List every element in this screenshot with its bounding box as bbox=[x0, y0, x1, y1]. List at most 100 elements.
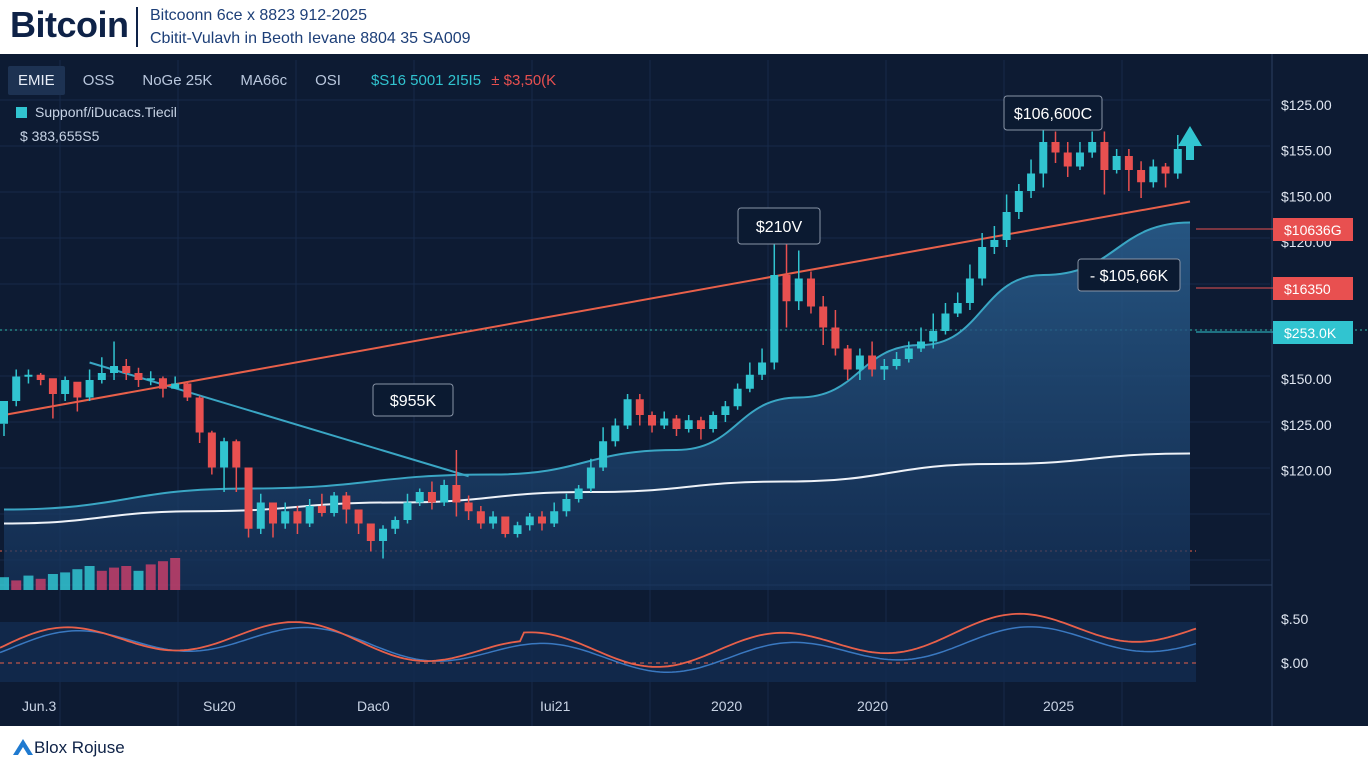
candle-body bbox=[1051, 142, 1060, 153]
candle bbox=[770, 240, 779, 370]
candle-body bbox=[36, 374, 45, 380]
candle bbox=[476, 506, 485, 529]
candle-body bbox=[513, 525, 522, 534]
candle bbox=[427, 481, 436, 510]
candle-body bbox=[244, 467, 253, 529]
tab-emie[interactable]: EMIE bbox=[8, 65, 65, 95]
candle-body bbox=[868, 355, 877, 370]
tab-noge[interactable]: NoGe 25K bbox=[142, 71, 213, 89]
price-axis-label: $155.00 bbox=[1281, 143, 1332, 159]
candle bbox=[342, 492, 351, 524]
candle bbox=[403, 493, 412, 524]
candle-body bbox=[758, 362, 767, 375]
tab-ma[interactable]: MA66c bbox=[240, 71, 288, 89]
candle bbox=[73, 381, 82, 412]
price-axis-label: $125.00 bbox=[1281, 417, 1332, 433]
price-axis-label: $150.00 bbox=[1281, 371, 1332, 387]
candle bbox=[317, 493, 326, 517]
volume-bar bbox=[47, 574, 58, 590]
candlesticks[interactable] bbox=[0, 121, 1194, 559]
candle bbox=[513, 521, 522, 538]
volume-bar bbox=[84, 566, 95, 590]
volume-bar bbox=[121, 566, 132, 590]
volume-bars bbox=[0, 558, 181, 590]
candle-body bbox=[1124, 156, 1133, 170]
candle-body bbox=[733, 388, 742, 407]
candle bbox=[85, 369, 94, 401]
tab-oss[interactable]: OSS bbox=[82, 71, 115, 89]
callout-box bbox=[737, 207, 821, 245]
candle-body bbox=[1137, 170, 1146, 183]
candle-body bbox=[794, 278, 803, 302]
chart-area[interactable]: $125.00 $155.00 $150.00 $120.00 $150.00 $125.… bbox=[0, 54, 1368, 726]
candle-body bbox=[342, 495, 351, 510]
candle-body bbox=[403, 502, 412, 520]
footer-brand: Blox Rojuse bbox=[34, 738, 125, 757]
price-tag-box bbox=[1273, 277, 1353, 300]
candle bbox=[794, 250, 803, 310]
oscillator-signal-line bbox=[0, 626, 1197, 673]
candle-body bbox=[635, 399, 644, 415]
candle bbox=[672, 415, 681, 436]
candle bbox=[537, 511, 546, 531]
candle bbox=[745, 362, 754, 393]
legend-value: $ 383,655S5 bbox=[20, 128, 100, 144]
ticker-secondary: ± $3,50(K bbox=[491, 71, 557, 89]
candle bbox=[1161, 163, 1170, 188]
legend-label: Supponf/iDucacs.Tiecil bbox=[35, 104, 177, 120]
candle bbox=[562, 493, 571, 517]
candle bbox=[501, 516, 510, 538]
candle-body bbox=[183, 383, 192, 398]
candle-body bbox=[440, 485, 449, 503]
candle bbox=[758, 348, 767, 380]
candle bbox=[819, 296, 828, 345]
candle bbox=[366, 523, 375, 552]
candle-body bbox=[880, 366, 889, 370]
tab-osi[interactable]: OSI bbox=[315, 71, 341, 89]
candle-body bbox=[696, 420, 705, 429]
price-tag: $253.0K bbox=[1196, 321, 1353, 344]
candle-body bbox=[721, 406, 730, 415]
callout-box bbox=[372, 383, 454, 417]
ticker: $S16 5001 2I5I5 ± $3,50(K bbox=[371, 72, 556, 89]
candle bbox=[990, 226, 999, 254]
candle bbox=[452, 450, 461, 517]
descending-line bbox=[89, 361, 469, 478]
x-axis-label: 2025 bbox=[1043, 698, 1074, 714]
candle bbox=[61, 376, 70, 401]
candle-body bbox=[268, 502, 277, 524]
candle bbox=[660, 411, 669, 429]
candle bbox=[1173, 135, 1182, 179]
candle-body bbox=[207, 432, 216, 468]
candle bbox=[305, 499, 314, 527]
candle bbox=[1149, 159, 1158, 188]
oscillator-panel bbox=[0, 612, 1197, 682]
candle bbox=[929, 313, 938, 349]
candle-body bbox=[660, 418, 669, 426]
candle bbox=[733, 383, 742, 410]
candle-body bbox=[195, 397, 204, 433]
candle bbox=[525, 513, 534, 531]
volume-bar bbox=[157, 561, 168, 590]
candle-body bbox=[391, 520, 400, 529]
candle-body bbox=[1002, 212, 1011, 240]
up-arrow-icon bbox=[1178, 126, 1202, 160]
candle-body bbox=[1063, 152, 1072, 167]
candle bbox=[1088, 131, 1097, 158]
candle-body bbox=[1173, 149, 1182, 174]
candle bbox=[953, 292, 962, 317]
candle-body bbox=[623, 399, 632, 426]
price-chart-svg[interactable]: $125.00 $155.00 $150.00 $120.00 $150.00 $125.… bbox=[0, 54, 1368, 726]
volume-bar bbox=[11, 580, 22, 590]
candle bbox=[48, 378, 57, 419]
candle bbox=[880, 359, 889, 380]
candle bbox=[1063, 142, 1072, 177]
candle-body bbox=[501, 516, 510, 534]
price-tag-label: $10636G bbox=[1284, 222, 1342, 238]
candle-body bbox=[1088, 142, 1097, 153]
candle bbox=[1100, 131, 1109, 195]
candle-body bbox=[122, 366, 131, 373]
candle-body bbox=[476, 511, 485, 524]
candle bbox=[709, 411, 718, 433]
candle-body bbox=[1075, 152, 1084, 167]
